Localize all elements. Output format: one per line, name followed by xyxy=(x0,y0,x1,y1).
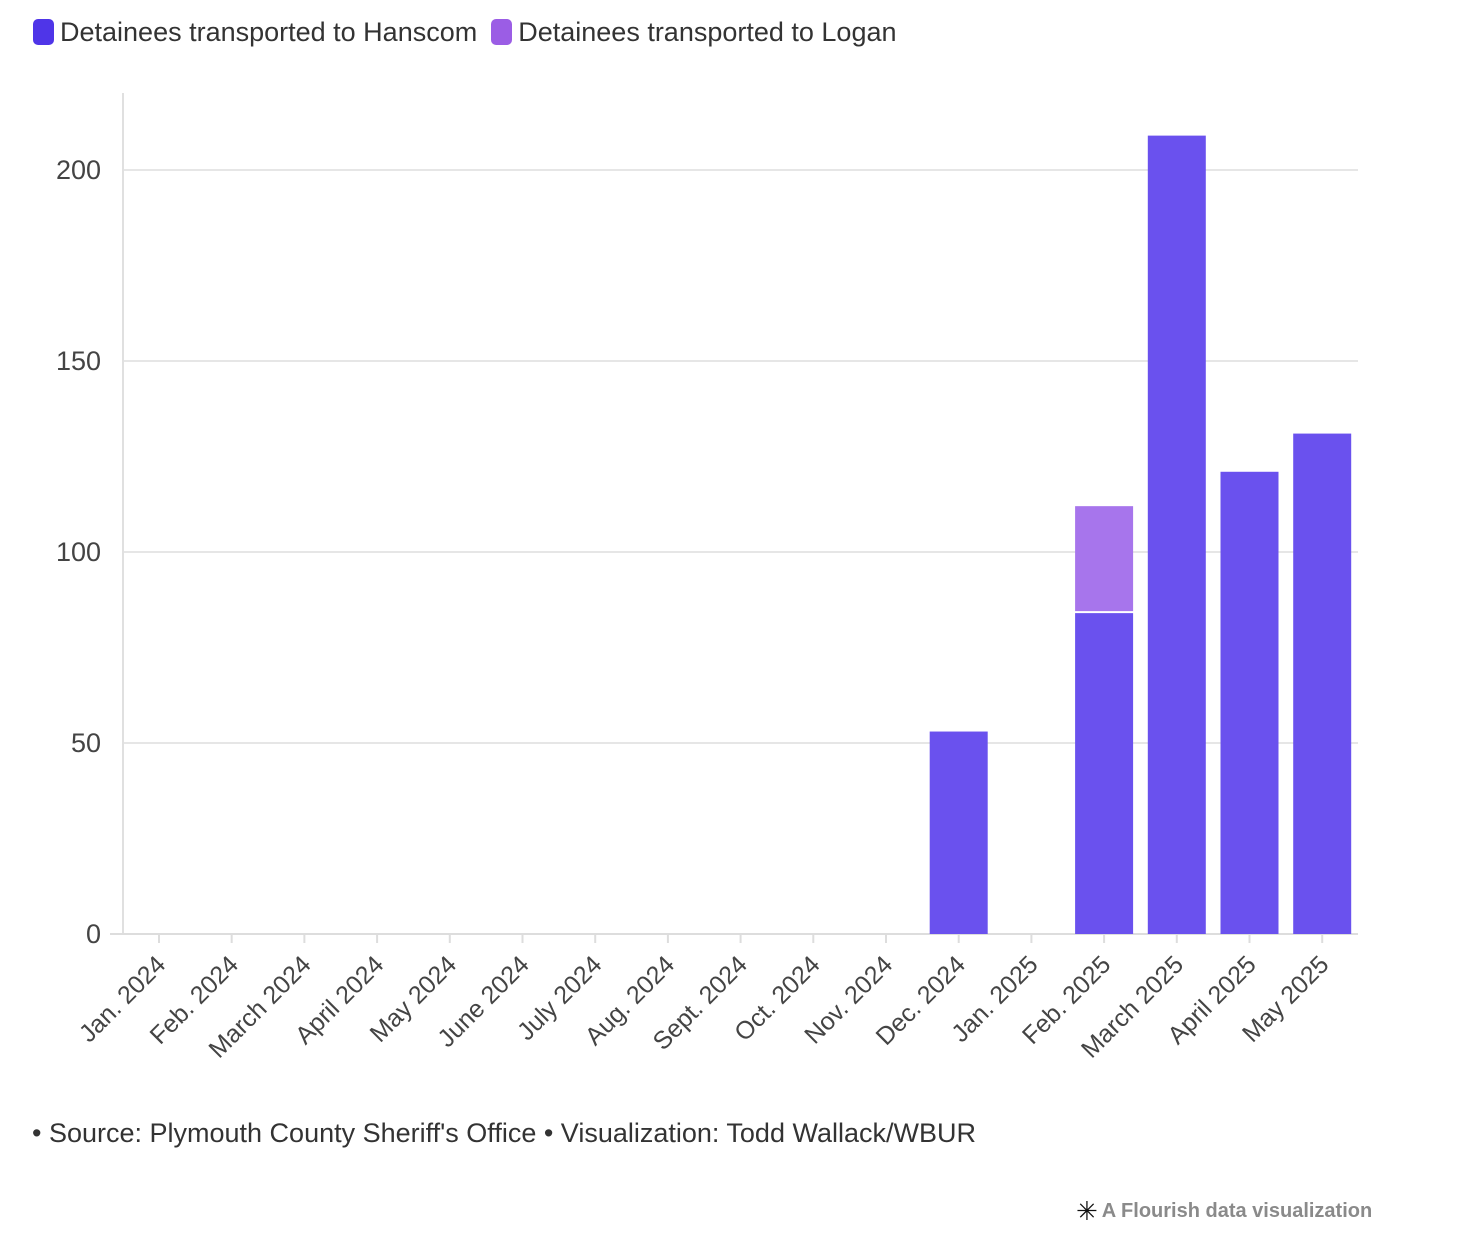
flourish-credit[interactable]: ✳ A Flourish data visualization xyxy=(1076,1198,1372,1224)
y-tick-label-100: 100 xyxy=(56,537,101,567)
y-tick-label-200: 200 xyxy=(56,155,101,185)
bar-hanscom-13 xyxy=(1075,613,1134,934)
bar-hanscom-15 xyxy=(1220,471,1279,934)
y-tick-label-0: 0 xyxy=(86,919,101,949)
bar-hanscom-11 xyxy=(929,731,988,934)
flourish-credit-text: A Flourish data visualization xyxy=(1101,1199,1373,1222)
bar-logan-13 xyxy=(1075,506,1134,612)
bar-hanscom-16 xyxy=(1293,433,1352,934)
source-credit: • Source: Plymouth County Sheriff's Offi… xyxy=(32,1118,976,1148)
bar-hanscom-14 xyxy=(1147,135,1206,934)
legend-item-hanscom[interactable]: Detainees transported to Hanscom xyxy=(33,17,477,48)
y-tick-label-150: 150 xyxy=(56,346,101,376)
legend-item-logan[interactable]: Detainees transported to Logan xyxy=(491,16,897,48)
legend-swatch-hanscom xyxy=(33,19,54,45)
y-tick-label-50: 50 xyxy=(71,728,101,758)
legend-label-logan: Detainees transported to Logan xyxy=(518,16,897,47)
chart-legend: Detainees transported to Hanscom Detaine… xyxy=(33,14,911,50)
legend-swatch-logan xyxy=(491,19,513,45)
legend-label-hanscom: Detainees transported to Hanscom xyxy=(60,16,478,47)
flourish-asterisk-icon: ✳ xyxy=(1076,1196,1098,1226)
